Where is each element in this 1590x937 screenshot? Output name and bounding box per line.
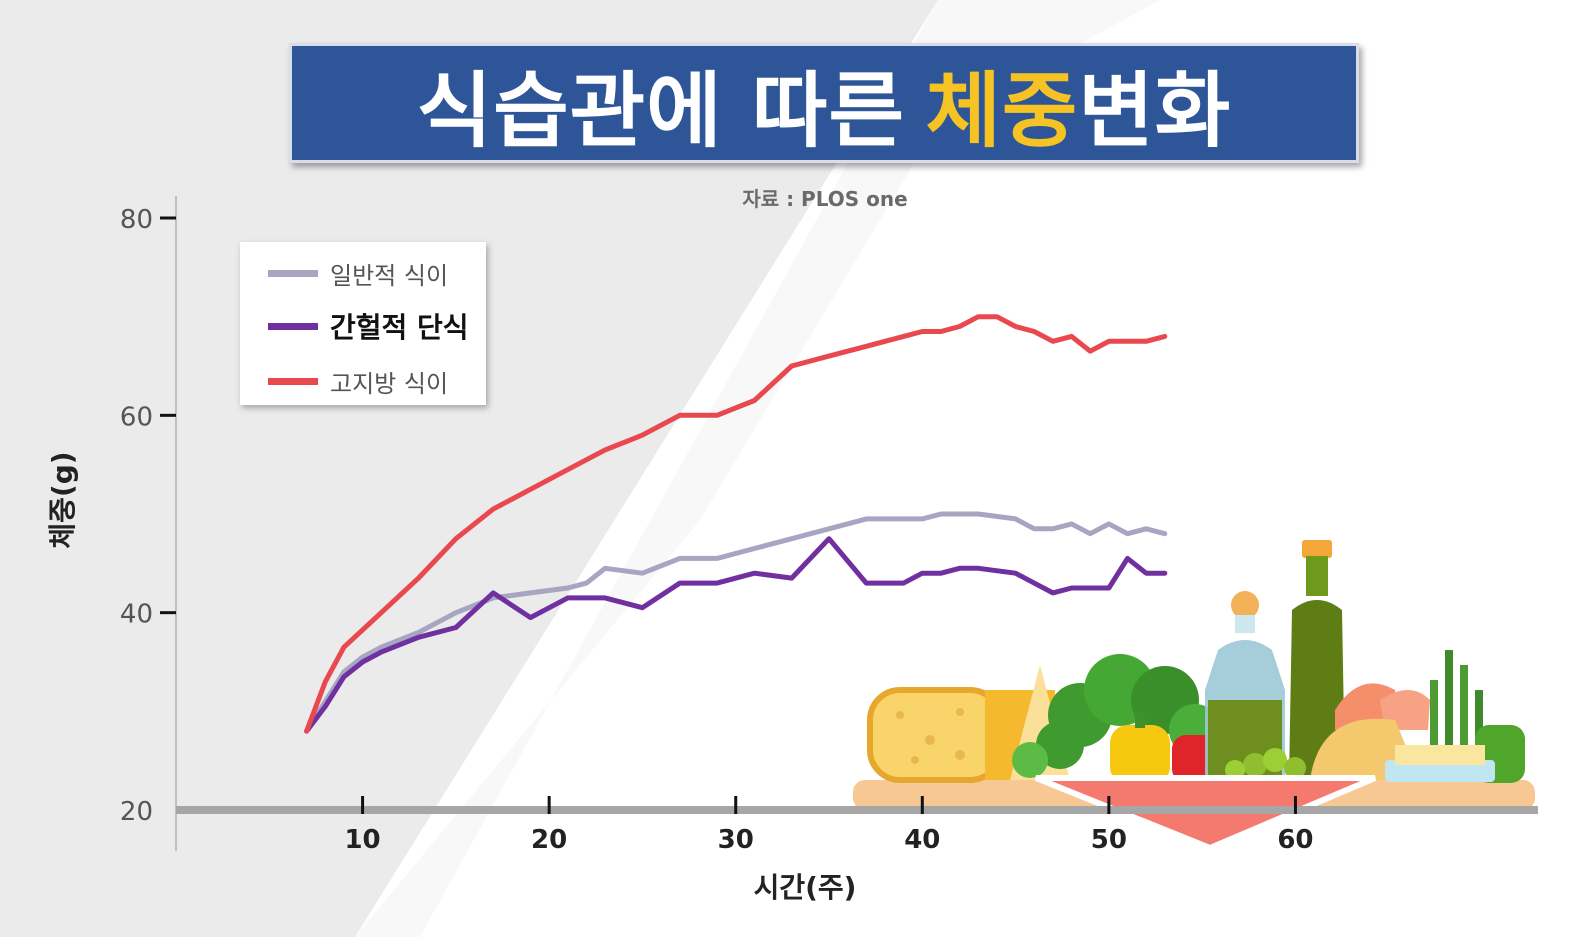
legend-swatch-intermittent	[268, 322, 318, 330]
x-tick-label: 60	[1277, 825, 1313, 855]
legend-swatch-normal	[268, 270, 318, 277]
background-diagonal-panel	[0, 0, 938, 937]
legend-item-highfat: 고지방 식이	[268, 364, 448, 399]
x-tick-label: 10	[344, 825, 380, 855]
chart-legend: 일반적 식이 간헐적 단식 고지방 식이	[240, 242, 486, 405]
yellow-pepper-icon	[1110, 712, 1170, 785]
x-tick-label: 20	[531, 825, 567, 855]
title-tail: 변화	[1078, 63, 1232, 159]
y-tick-label: 40	[120, 600, 153, 630]
x-tick-label: 50	[1091, 825, 1127, 855]
y-tick-label: 80	[120, 205, 153, 235]
series-line-intermittent	[304, 536, 1168, 734]
olives-icon	[1225, 748, 1306, 780]
title-main: 식습관에 따른	[416, 63, 905, 159]
x-axis	[176, 806, 1538, 814]
legend-item-normal: 일반적 식이	[268, 256, 448, 291]
y-axis-label: 체중(g)	[46, 451, 79, 548]
y-tick-label: 60	[120, 402, 153, 432]
butter-icon	[1385, 745, 1495, 782]
legend-label-intermittent: 간헐적 단식	[330, 311, 469, 344]
series-line-normal	[304, 511, 1168, 734]
source-label: 자료 : PLOS one	[742, 187, 908, 211]
broccoli-icon	[1012, 654, 1221, 778]
title-banner: 식습관에 따른 체중 변화	[289, 43, 1359, 163]
legend-swatch-highfat	[268, 378, 318, 385]
title-highlight: 체중	[925, 63, 1079, 159]
legend-label-normal: 일반적 식이	[330, 262, 449, 290]
x-tick-label: 40	[904, 825, 940, 855]
x-axis-label: 시간(주)	[754, 871, 857, 904]
x-tick-label: 30	[718, 825, 754, 855]
legend-label-highfat: 고지방 식이	[330, 370, 449, 398]
series-line-highfat	[304, 314, 1168, 734]
y-tick-label: 20	[120, 797, 153, 827]
legend-item-intermittent: 간헐적 단식	[268, 306, 469, 346]
